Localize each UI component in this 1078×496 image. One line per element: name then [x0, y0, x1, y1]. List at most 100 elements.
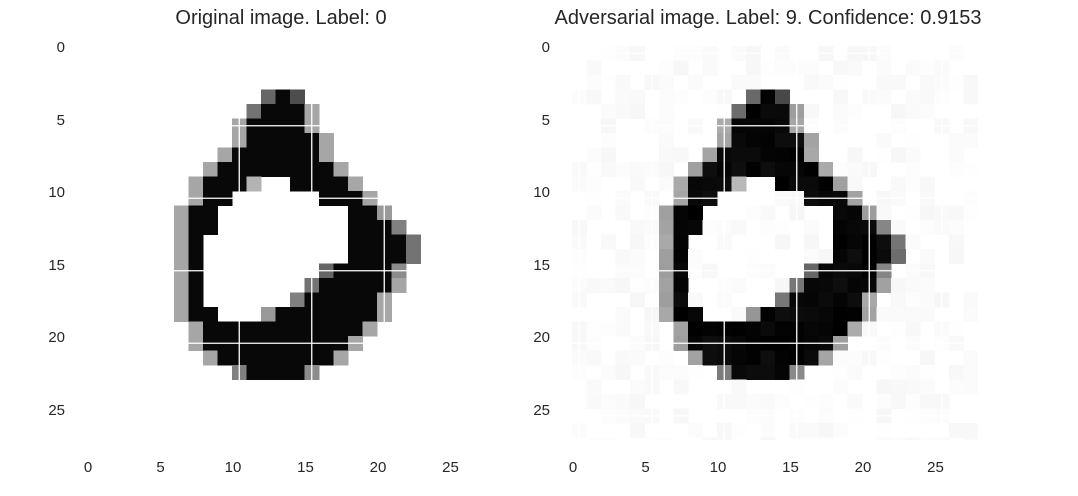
image-pixel	[601, 133, 616, 148]
image-pixel	[905, 89, 921, 105]
image-pixel	[275, 104, 291, 119]
image-pixel	[746, 394, 761, 409]
image-pixel	[586, 162, 602, 177]
image-pixel	[261, 104, 276, 119]
image-pixel	[659, 307, 674, 322]
image-pixel	[174, 205, 189, 221]
image-pixel	[217, 147, 233, 163]
image-pixel	[876, 249, 892, 264]
y-tick-label: 25	[533, 401, 550, 419]
image-pixel	[688, 249, 703, 264]
image-pixel	[760, 350, 776, 366]
image-pixel	[760, 133, 776, 148]
image-pixel	[818, 292, 834, 308]
image-pixel	[261, 321, 276, 337]
image-pixel	[659, 292, 674, 308]
image-pixel	[905, 365, 921, 380]
image-pixel	[760, 104, 776, 119]
image-pixel	[963, 423, 978, 438]
image-pixel	[804, 133, 819, 148]
image-pixel	[746, 147, 761, 163]
image-pixel	[949, 379, 964, 395]
image-pixel	[775, 321, 790, 337]
image-pixel	[319, 307, 334, 322]
image-pixel	[290, 147, 305, 163]
image-pixel	[290, 89, 305, 105]
image-pixel	[920, 176, 935, 192]
image-pixel	[261, 350, 276, 366]
image-pixel	[775, 133, 790, 148]
image-pixel	[615, 321, 631, 337]
y-tick-label: 10	[533, 184, 550, 201]
image-pixel	[362, 205, 378, 221]
image-pixel	[406, 249, 421, 264]
image-pixel	[702, 147, 718, 163]
image-pixel	[246, 350, 262, 366]
image-pixel	[760, 423, 776, 438]
image-pixel	[905, 394, 921, 409]
image-pixel	[760, 162, 776, 177]
image-pixel	[847, 147, 863, 163]
image-pixel	[673, 292, 689, 308]
image-pixel	[731, 365, 747, 380]
image-pixel	[659, 365, 674, 380]
image-pixel	[876, 75, 892, 90]
image-pixel	[630, 379, 645, 395]
image-pixel	[333, 321, 349, 337]
image-pixel	[731, 104, 747, 119]
image-pixel	[261, 89, 276, 105]
image-pixel	[963, 75, 978, 90]
image-pixel	[673, 205, 689, 221]
image-pixel	[775, 162, 790, 177]
image-pixel	[746, 321, 761, 337]
y-tick-label: 15	[533, 256, 550, 274]
image-pixel	[601, 394, 616, 409]
image-pixel	[659, 220, 674, 235]
image-pixel	[333, 278, 349, 293]
image-pixel	[615, 89, 631, 105]
image-pixel	[731, 75, 747, 90]
image-pixel	[246, 133, 262, 148]
image-pixel	[731, 379, 747, 395]
image-pixel	[391, 220, 407, 235]
image-pixel	[601, 162, 616, 177]
image-pixel	[804, 423, 819, 438]
image-pixel	[673, 249, 689, 264]
image-pixel	[804, 75, 819, 90]
image-pixel	[920, 365, 935, 380]
image-pixel	[391, 234, 407, 250]
image-pixel	[876, 394, 892, 409]
image-pixel	[659, 133, 674, 148]
image-pixel	[818, 176, 834, 192]
image-pixel	[876, 147, 892, 163]
image-pixel	[586, 75, 602, 90]
image-pixel	[833, 307, 848, 322]
image-pixel	[673, 89, 689, 105]
image-pixel	[847, 104, 863, 119]
image-pixel	[891, 147, 906, 163]
image-pixel	[174, 249, 189, 264]
image-pixel	[731, 394, 747, 409]
x-tick-label: 20	[854, 459, 872, 476]
image-pixel	[673, 60, 689, 76]
image-pixel	[847, 220, 863, 235]
image-pixel	[290, 292, 305, 308]
image-pixel	[586, 60, 602, 76]
image-pixel	[362, 278, 378, 293]
image-pixel	[963, 292, 978, 308]
image-pixel	[659, 176, 674, 192]
image-pixel	[746, 133, 761, 148]
image-pixel	[847, 365, 863, 380]
image-pixel	[586, 205, 602, 221]
image-pixel	[818, 307, 834, 322]
image-pixel	[775, 104, 790, 119]
image-pixel	[775, 365, 790, 380]
image-pixel	[688, 365, 703, 380]
image-pixel	[804, 104, 819, 119]
image-pixel	[275, 133, 291, 148]
image-pixel	[203, 176, 218, 192]
image-pixel	[949, 321, 964, 337]
image-pixel	[775, 176, 790, 192]
image-pixel	[275, 162, 291, 177]
image-pixel	[615, 104, 631, 119]
